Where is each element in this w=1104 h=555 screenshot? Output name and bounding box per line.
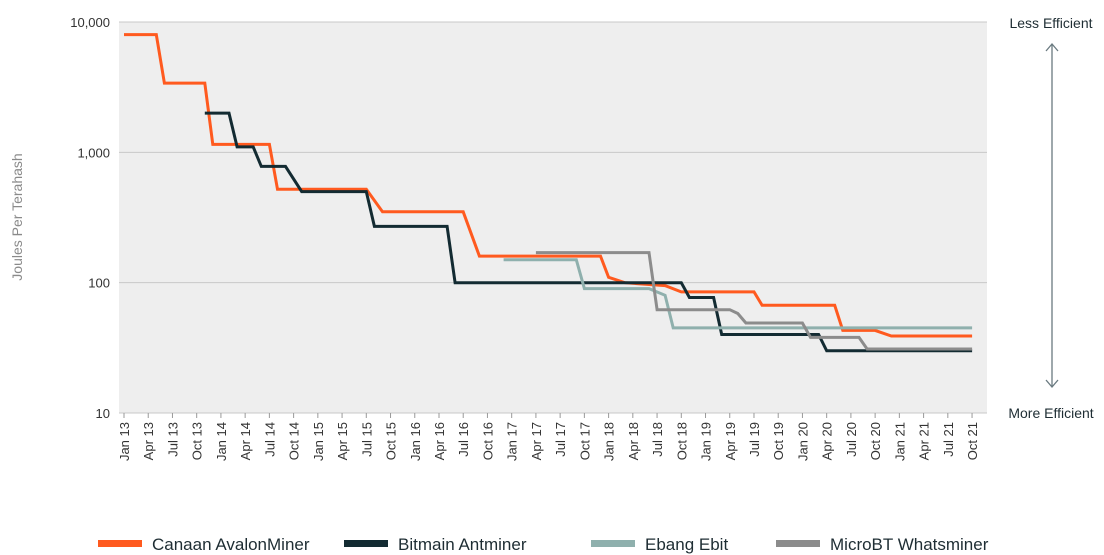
x-tick-label: Apr 20	[820, 422, 835, 460]
y-tick-label: 10	[96, 406, 110, 421]
x-tick-label: Jul 17	[553, 422, 568, 457]
y-tick-label: 100	[88, 276, 110, 291]
legend-swatch-canaan-avalonminer	[98, 540, 142, 547]
legend-swatch-ebang-ebit	[591, 540, 635, 547]
x-tick-label: Oct 21	[965, 422, 980, 460]
x-tick-label: Apr 16	[432, 422, 447, 460]
x-tick-label: Jan 21	[892, 422, 907, 461]
x-tick-label: Oct 20	[868, 422, 883, 460]
plot-area	[119, 22, 987, 413]
x-tick-label: Jul 15	[359, 422, 374, 457]
x-tick-label: Apr 14	[238, 422, 253, 460]
y-tick-label: 1,000	[77, 145, 110, 160]
x-tick-label: Apr 13	[141, 422, 156, 460]
x-axis-ticks: Jan 13 Apr 13 Jul 13 Oct 13 Jan 14 Apr 14 Jul …	[117, 413, 980, 461]
series-line-microbt-whatsminer	[535, 251, 973, 351]
x-tick-label: Jan 18	[602, 422, 617, 461]
x-tick-label: Apr 21	[917, 422, 932, 460]
less-efficient-label: Less Efficient	[1009, 15, 1092, 31]
x-tick-label: Apr 19	[723, 422, 738, 460]
x-tick-label: Oct 18	[674, 422, 689, 460]
x-tick-label: Apr 15	[335, 422, 350, 460]
y-axis-ticks: 10 100 1,000 10,000	[70, 15, 110, 421]
x-tick-label: Oct 17	[577, 422, 592, 460]
legend-swatch-bitmain-antminer	[344, 540, 388, 547]
x-tick-label: Jan 16	[408, 422, 423, 461]
x-tick-label: Oct 15	[384, 422, 399, 460]
legend-label-microbt-whatsminer: MicroBT Whatsminer	[830, 535, 989, 554]
series-line-bitmain-antminer	[204, 111, 973, 353]
x-tick-label: Oct 13	[190, 422, 205, 460]
legend-label-canaan-avalonminer: Canaan AvalonMiner	[152, 535, 310, 554]
x-tick-label: Oct 14	[287, 422, 302, 460]
legend-label-ebang-ebit: Ebang Ebit	[645, 535, 728, 554]
y-axis-label: Joules Per Terahash	[9, 153, 25, 280]
legend-label-bitmain-antminer: Bitmain Antminer	[398, 535, 527, 554]
gridlines	[119, 21, 987, 414]
x-tick-label: Oct 16	[480, 422, 495, 460]
x-tick-label: Jul 13	[165, 422, 180, 457]
x-tick-label: Jan 15	[311, 422, 326, 461]
x-tick-label: Jul 14	[262, 422, 277, 457]
x-tick-label: Apr 17	[529, 422, 544, 460]
y-tick-label: 10,000	[70, 15, 110, 30]
x-tick-label: Jul 16	[456, 422, 471, 457]
x-tick-label: Jul 19	[747, 422, 762, 457]
x-tick-label: Jan 17	[505, 422, 520, 461]
x-tick-label: Jan 19	[699, 422, 714, 461]
x-tick-label: Jul 21	[941, 422, 956, 457]
legend: Canaan AvalonMiner Bitmain Antminer Ebang …	[98, 535, 989, 554]
x-tick-label: Jan 13	[117, 422, 132, 461]
series-line-canaan-avalonminer	[124, 33, 973, 338]
legend-swatch-microbt-whatsminer	[776, 540, 820, 547]
x-tick-label: Jan 20	[795, 422, 810, 461]
x-tick-label: Jul 18	[650, 422, 665, 457]
series-line-ebang-ebit	[503, 258, 973, 330]
series-lines	[124, 33, 973, 353]
efficiency-arrow	[1045, 43, 1059, 388]
x-tick-label: Apr 18	[626, 422, 641, 460]
x-tick-label: Oct 19	[771, 422, 786, 460]
x-tick-label: Jan 14	[214, 422, 229, 461]
more-efficient-label: More Efficient	[1008, 405, 1093, 421]
x-tick-label: Jul 20	[844, 422, 859, 457]
